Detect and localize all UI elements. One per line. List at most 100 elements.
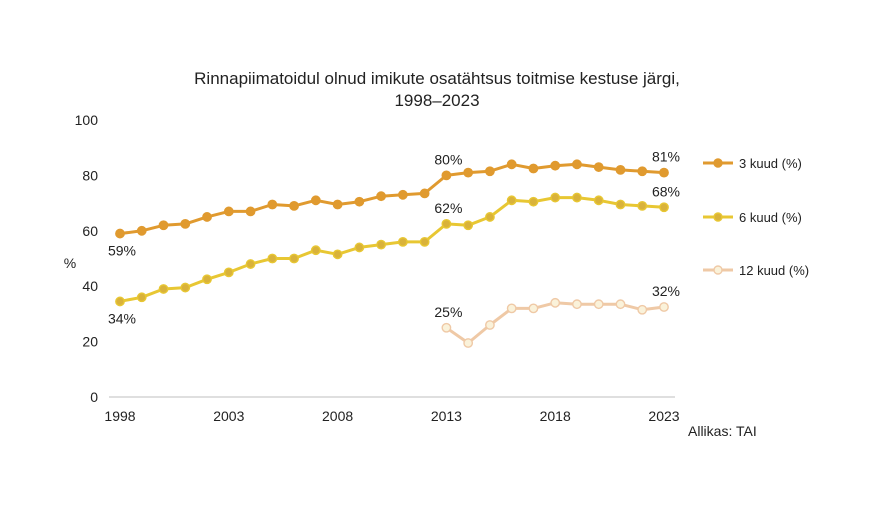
data-point [572,159,582,170]
x-tick-label: 2023 [648,408,679,424]
data-point [267,253,278,264]
series-2: 34% 62% 68% [108,183,680,326]
data-label: 68% [652,183,680,199]
legend-item: 3 kuud (%) [703,156,802,171]
chart-title-line-1: Rinnapiimatoidul olnud imikute osatähtsu… [194,69,680,88]
data-point [572,299,582,310]
legend: 3 kuud (%) 6 kuud (%) 12 kuud (%) [703,156,809,278]
x-tick-label: 2003 [213,408,244,424]
data-point [158,284,169,294]
data-point [528,163,539,174]
data-point [180,282,191,293]
data-label: 59% [108,243,136,259]
data-point [202,274,212,285]
x-axis-ticks: 1998 2003 2008 2013 2018 2023 [104,408,679,424]
legend-item: 6 kuud (%) [703,210,802,225]
y-axis-label: % [64,255,76,271]
y-tick-label: 0 [90,389,98,405]
x-tick-label: 1998 [104,408,135,424]
y-tick-label: 40 [82,278,98,294]
series-line [118,196,666,303]
data-point [441,218,452,229]
y-tick-label: 20 [82,334,98,350]
data-point [158,220,169,231]
data-point [485,320,495,330]
chart-title-line-2: 1998–2023 [394,91,479,110]
data-point [115,296,125,307]
data-point [223,267,234,278]
data-point [550,192,561,203]
legend-label: 6 kuud (%) [739,210,802,225]
data-point [376,239,387,250]
data-point [506,303,517,314]
y-tick-label: 60 [82,223,98,239]
y-axis-ticks: 0 20 40 60 80 100 [75,112,99,405]
data-point [615,199,626,210]
data-label: 34% [108,310,136,326]
data-point [550,160,561,171]
data-point [485,166,495,177]
legend-swatch-marker [713,212,723,222]
data-point [528,196,539,207]
data-label: 80% [434,151,462,167]
data-point [354,242,365,253]
series-layer: 59% 80% 81% 34% 62% 68% 25% 32% [108,149,680,348]
data-point [593,299,604,310]
series-3: 25% 32% [434,283,680,348]
data-point [115,228,125,239]
data-point [528,303,539,314]
data-point [332,249,343,260]
data-point [441,170,452,181]
legend-item: 12 kuud (%) [703,263,809,278]
data-point [593,162,604,172]
data-label: 62% [434,200,462,216]
data-point [289,253,299,264]
data-point [354,196,365,207]
data-point [550,297,561,308]
x-tick-label: 2008 [322,408,353,424]
data-point [637,304,648,315]
data-point [637,166,648,177]
x-tick-label: 2018 [540,408,571,424]
data-point [397,189,408,200]
data-point [245,259,256,269]
data-point [506,159,517,170]
data-point [659,302,669,312]
data-label: 81% [652,149,680,165]
y-tick-label: 100 [75,112,99,128]
series-1: 59% 80% 81% [108,149,680,259]
data-point [289,200,299,211]
data-point [245,206,256,217]
data-label: 32% [652,283,680,299]
x-tick-label: 2013 [431,408,462,424]
data-point [180,218,191,229]
data-point [332,199,343,210]
data-point [397,236,408,247]
data-point [463,220,474,231]
data-point [419,236,430,247]
data-point [506,195,517,206]
data-point [615,164,626,175]
data-label: 25% [434,304,462,320]
data-point [223,206,234,217]
data-point [463,167,474,178]
data-point [441,322,452,333]
y-tick-label: 80 [82,167,98,183]
data-point [572,192,582,203]
data-point [310,195,321,206]
legend-swatch-marker [713,158,723,168]
data-point [637,200,648,211]
data-point [419,188,430,199]
legend-label: 3 kuud (%) [739,156,802,171]
data-point [463,338,474,348]
series-line [444,301,666,345]
data-point [593,195,604,206]
legend-swatch-marker [713,265,723,275]
legend-label: 12 kuud (%) [739,263,809,278]
data-point [659,167,669,178]
data-point [615,299,626,310]
data-point [202,212,212,222]
data-point [485,212,495,222]
source-note: Allikas: TAI [688,423,757,439]
